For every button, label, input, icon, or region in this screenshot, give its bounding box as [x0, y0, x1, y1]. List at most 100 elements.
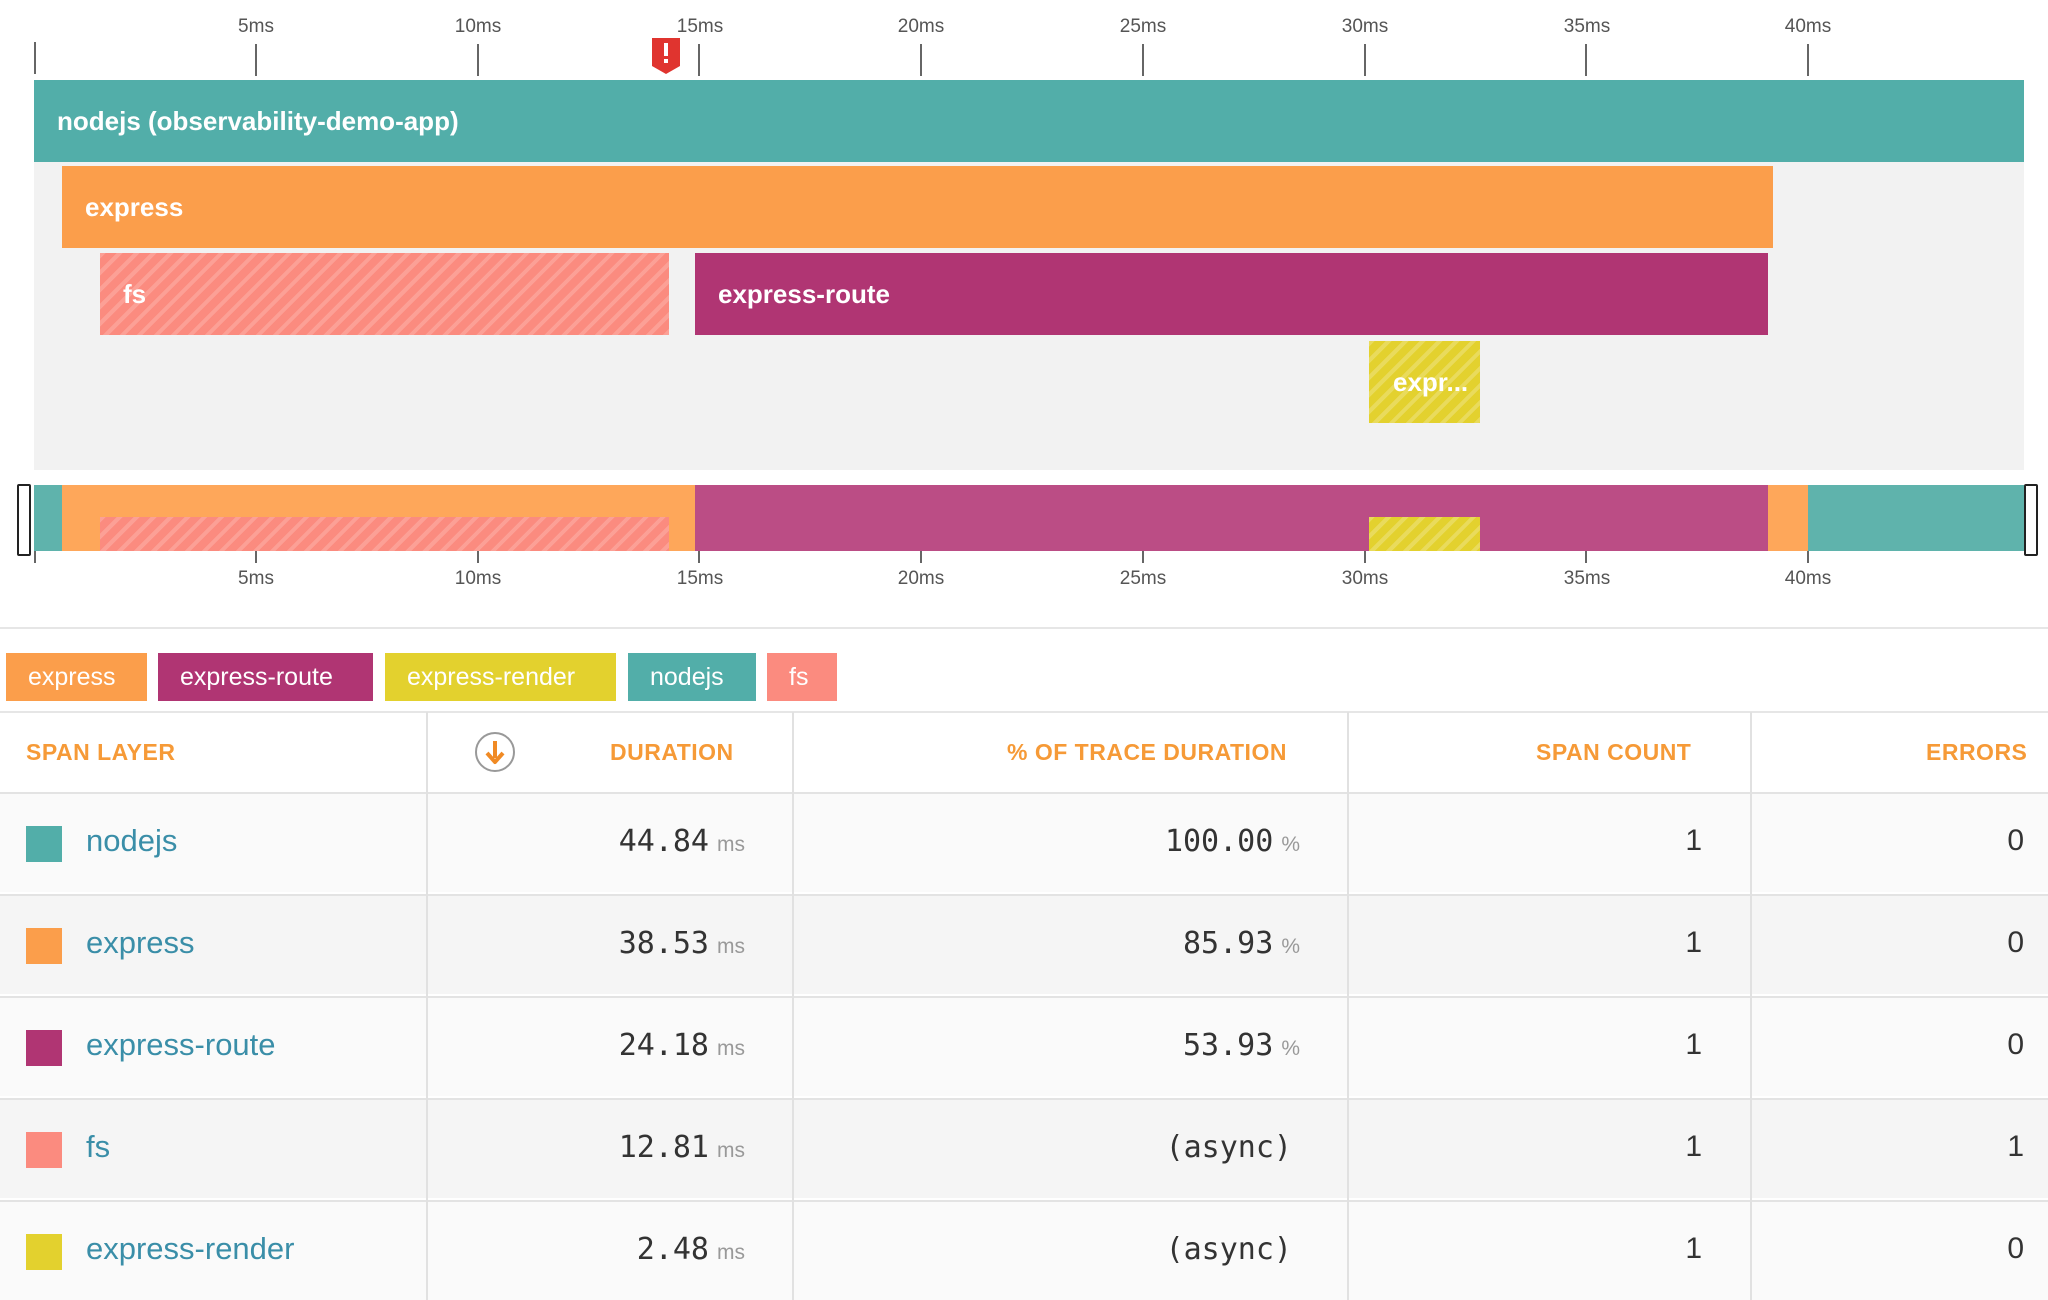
legend-label: express-route — [180, 662, 333, 691]
sort-descending-icon[interactable] — [474, 731, 516, 773]
layer-color-swatch — [26, 928, 62, 964]
pct-cell: (async) — [1166, 1232, 1300, 1267]
errors-value: 0 — [2007, 926, 2024, 959]
table-top-border — [0, 711, 2048, 713]
duration-unit: ms — [717, 1139, 745, 1162]
flame-graph: 5ms 10ms 15ms 20ms 25ms 30ms 35ms 40ms n… — [0, 0, 2048, 610]
pct-cell: 85.93 % — [1183, 926, 1300, 961]
duration-unit: ms — [717, 935, 745, 958]
layer-name-link[interactable]: express — [86, 925, 195, 960]
errors-value: 0 — [2007, 1028, 2024, 1061]
header-errors[interactable]: ERRORS — [1926, 712, 2027, 792]
bottom-tick — [34, 551, 36, 563]
minimap-right-handle[interactable] — [2024, 484, 2038, 556]
duration-value: 38.53 — [618, 926, 709, 961]
layer-color-swatch — [26, 1234, 62, 1270]
span-count-value: 1 — [1685, 1232, 1702, 1265]
minimap-fs — [100, 517, 669, 551]
errors-value: 0 — [2007, 824, 2024, 857]
top-time-axis: 5ms 10ms 15ms 20ms 25ms 30ms 35ms 40ms — [0, 0, 2048, 80]
legend-chip-nodejs[interactable]: nodejs — [628, 653, 756, 701]
column-divider — [1347, 712, 1349, 1300]
bottom-tick — [920, 551, 922, 563]
column-divider — [426, 712, 428, 1300]
legend-chip-express[interactable]: express — [6, 653, 147, 701]
span-count-cell: 1 — [1685, 926, 1702, 960]
column-divider — [1750, 712, 1752, 1300]
span-count-cell: 1 — [1685, 1232, 1702, 1266]
layer-name-link[interactable]: express-render — [86, 1231, 295, 1266]
duration-value: 24.18 — [618, 1028, 709, 1063]
span-count-value: 1 — [1685, 1028, 1702, 1061]
table-row[interactable]: fs 12.81 ms (async) 1 1 — [0, 1098, 2048, 1198]
duration-cell: 44.84 ms — [619, 824, 745, 859]
table-row[interactable]: express-route 24.18 ms 53.93 % 1 0 — [0, 996, 2048, 1096]
bottom-tick-label: 40ms — [1784, 568, 1832, 589]
bottom-tick-label: 15ms — [676, 568, 724, 589]
errors-cell: 0 — [2007, 1232, 2024, 1266]
top-tick-label: 15ms — [676, 16, 724, 37]
top-tick — [1807, 44, 1809, 76]
span-count-cell: 1 — [1685, 824, 1702, 858]
header-label: DURATION — [610, 738, 734, 765]
legend-label: nodejs — [650, 662, 724, 691]
header-label: % OF TRACE DURATION — [1007, 738, 1287, 765]
table-row[interactable]: nodejs 44.84 ms 100.00 % 1 0 — [0, 792, 2048, 892]
bottom-tick — [477, 551, 479, 563]
bottom-tick — [698, 551, 700, 563]
top-tick-label: 40ms — [1784, 16, 1832, 37]
pct-unit: % — [1281, 935, 1300, 958]
span-express[interactable]: express — [62, 166, 1773, 248]
layer-color-swatch — [26, 1030, 62, 1066]
top-tick — [477, 44, 479, 76]
span-label: nodejs (observability-demo-app) — [57, 105, 459, 136]
header-span-count[interactable]: SPAN COUNT — [1536, 712, 1691, 792]
minimap[interactable] — [34, 485, 2024, 551]
span-fs[interactable]: fs — [100, 253, 669, 335]
header-label: SPAN COUNT — [1536, 738, 1692, 765]
pct-cell: 100.00 % — [1165, 824, 1300, 859]
pct-unit: % — [1281, 833, 1300, 856]
top-tick — [1364, 44, 1366, 76]
errors-value: 0 — [2007, 1232, 2024, 1265]
top-tick — [255, 44, 257, 76]
bottom-tick — [1364, 551, 1366, 563]
minimap-express-render — [1369, 517, 1480, 551]
error-marker-icon[interactable] — [650, 36, 682, 76]
layer-name-link[interactable]: nodejs — [86, 823, 178, 858]
bottom-tick-label: 5ms — [238, 568, 274, 589]
top-tick-label: 10ms — [454, 16, 502, 37]
layer-name-link[interactable]: express-route — [86, 1027, 276, 1062]
bottom-tick-label: 35ms — [1563, 568, 1611, 589]
header-duration[interactable]: DURATION — [610, 712, 734, 792]
top-tick — [1585, 44, 1587, 76]
duration-value: 2.48 — [636, 1232, 709, 1267]
duration-cell: 12.81 ms — [619, 1130, 745, 1165]
pct-cell: (async) — [1166, 1130, 1300, 1165]
bottom-tick — [255, 551, 257, 563]
pct-value: 100.00 — [1164, 824, 1274, 859]
span-label: express — [85, 191, 184, 222]
span-nodejs[interactable]: nodejs (observability-demo-app) — [34, 80, 2024, 162]
span-express-render[interactable]: expr... — [1369, 341, 1480, 423]
bottom-tick-label: 20ms — [897, 568, 945, 589]
header-pct-trace-duration[interactable]: % OF TRACE DURATION — [1007, 712, 1287, 792]
layer-name-link[interactable]: fs — [86, 1129, 111, 1164]
span-express-route[interactable]: express-route — [695, 253, 1768, 335]
span-label: express-route — [718, 278, 890, 309]
layer-color-swatch — [26, 1132, 62, 1168]
errors-cell: 0 — [2007, 1028, 2024, 1062]
header-span-layer[interactable]: SPAN LAYER — [26, 712, 175, 792]
legend-chip-fs[interactable]: fs — [767, 653, 837, 701]
legend-label: fs — [789, 662, 809, 691]
table-row[interactable]: express-render 2.48 ms (async) 1 0 — [0, 1200, 2048, 1300]
table-row[interactable]: express 38.53 ms 85.93 % 1 0 — [0, 894, 2048, 994]
duration-cell: 2.48 ms — [637, 1232, 745, 1267]
legend-chip-express-route[interactable]: express-route — [158, 653, 373, 701]
legend-chip-express-render[interactable]: express-render — [385, 653, 616, 701]
minimap-left-handle[interactable] — [17, 484, 31, 556]
top-tick-label: 30ms — [1341, 16, 1389, 37]
legend-label: express-render — [407, 662, 576, 691]
errors-cell: 0 — [2007, 926, 2024, 960]
column-divider — [792, 712, 794, 1300]
